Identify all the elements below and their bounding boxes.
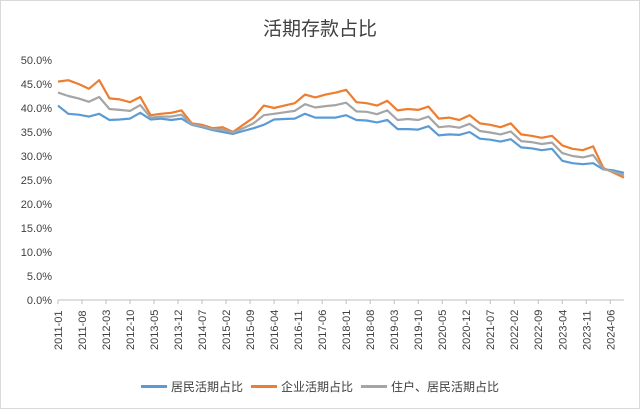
x-tick-label: 2023-11 bbox=[581, 310, 593, 350]
x-tick-label: 2015-09 bbox=[245, 310, 257, 350]
y-tick-label: 10.0% bbox=[21, 247, 52, 259]
chart-title: 活期存款占比 bbox=[262, 18, 377, 40]
y-tick-label: 35.0% bbox=[21, 127, 52, 139]
legend-item-1: 居民活期占比 bbox=[140, 378, 243, 395]
x-tick-label: 2022-09 bbox=[533, 310, 545, 350]
y-tick-label: 5.0% bbox=[27, 271, 52, 283]
x-tick-label: 2022-02 bbox=[509, 310, 521, 350]
y-tick-label: 40.0% bbox=[21, 103, 52, 115]
x-tick-label: 2016-04 bbox=[269, 310, 281, 350]
x-axis: 2011-01 2011-08 2012-03 2012-10 2013-05 2013-… bbox=[53, 299, 624, 350]
y-tick-label: 25.0% bbox=[21, 175, 52, 187]
x-tick-label: 2015-02 bbox=[221, 310, 233, 350]
legend-label: 企业活期占比 bbox=[280, 379, 353, 394]
x-tick-label: 2019-03 bbox=[389, 310, 401, 350]
x-tick-label: 2018-01 bbox=[341, 310, 353, 350]
y-tick-label: 50.0% bbox=[21, 55, 52, 67]
x-tick-label: 2012-03 bbox=[101, 310, 113, 350]
legend-label: 住户、居民活期占比 bbox=[391, 379, 500, 394]
y-tick-label: 45.0% bbox=[21, 79, 52, 91]
x-tick-label: 2012-10 bbox=[125, 310, 137, 350]
x-tick-label: 2018-08 bbox=[365, 310, 377, 350]
y-tick-label: 15.0% bbox=[21, 223, 52, 235]
x-tick-label: 2011-01 bbox=[53, 310, 65, 350]
x-tick-label: 2013-12 bbox=[173, 310, 185, 350]
x-tick-label: 2019-10 bbox=[413, 310, 425, 350]
x-tick-label: 2023-04 bbox=[557, 310, 569, 350]
x-tick-label: 2011-08 bbox=[77, 310, 89, 350]
x-tick-label: 2021-07 bbox=[485, 310, 497, 350]
series-lines bbox=[57, 79, 625, 179]
x-tick-label: 2020-05 bbox=[437, 310, 449, 350]
legend-swatch bbox=[250, 384, 277, 388]
y-tick-label: 0.0% bbox=[27, 295, 52, 307]
x-tick-label: 2016-11 bbox=[293, 310, 305, 350]
x-tick-label: 2013-05 bbox=[149, 310, 161, 350]
legend-label: 居民活期占比 bbox=[170, 379, 243, 394]
series-line-3 bbox=[57, 91, 625, 177]
legend-swatch bbox=[140, 384, 167, 388]
x-tick-label: 2020-12 bbox=[461, 310, 473, 350]
y-axis-ticks: 0.0% 5.0% 10.0% 15.0% 20.0% 25.0% 30.0% 35.0% 40… bbox=[21, 55, 52, 307]
y-tick-label: 30.0% bbox=[21, 151, 52, 163]
series-line-2 bbox=[57, 79, 625, 179]
legend-item-2: 企业活期占比 bbox=[250, 378, 353, 395]
x-tick-label: 2017-06 bbox=[317, 310, 329, 350]
x-tick-label: 2014-07 bbox=[197, 310, 209, 350]
legend-item-3: 住户、居民活期占比 bbox=[361, 378, 499, 395]
series-line-1 bbox=[57, 104, 625, 174]
y-tick-label: 20.0% bbox=[21, 199, 52, 211]
chart-legend: 居民活期占比 企业活期占比 住户、居民活期占比 bbox=[0, 376, 640, 396]
x-tick-label: 2024-06 bbox=[605, 310, 617, 350]
legend-swatch bbox=[361, 384, 387, 388]
